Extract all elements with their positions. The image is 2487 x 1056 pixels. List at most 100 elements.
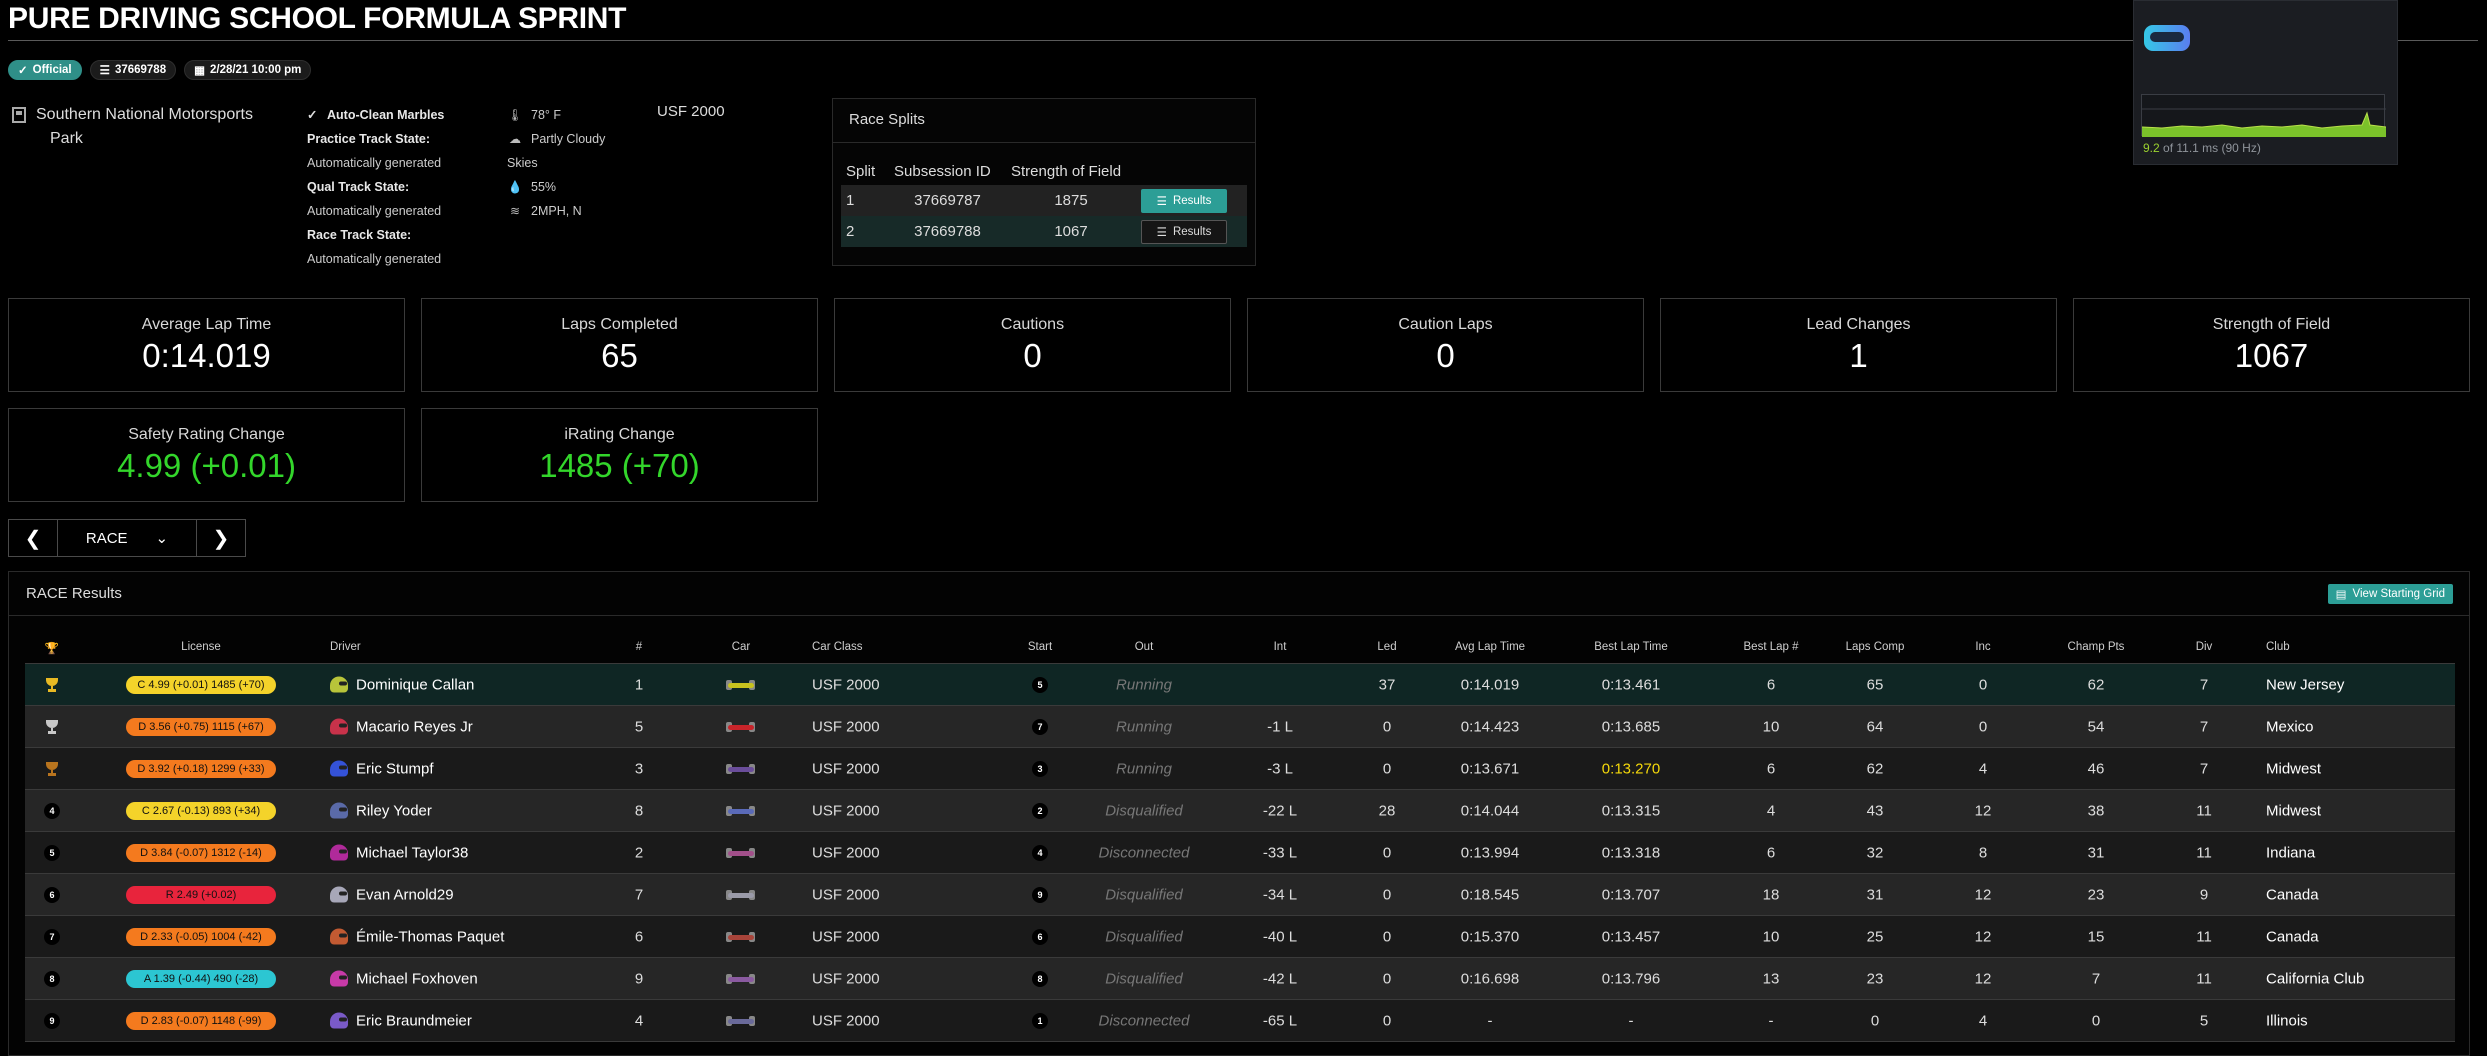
avg-lap-time: 0:14.423 (1460, 718, 1520, 735)
col-car-class[interactable]: Car Class (812, 641, 863, 653)
subsession-badge: ☰ 37669788 (89, 60, 177, 80)
table-row[interactable]: 7 D 2.33 (-0.05) 1004 (-42) Émile-Thomas… (25, 916, 2455, 958)
incidents: 12 (1974, 928, 1992, 945)
start-position: 5 (1032, 676, 1048, 693)
car-number: 7 (634, 886, 644, 903)
race-state-label: Race Track State: (307, 228, 412, 242)
col-start[interactable]: Start (1027, 641, 1053, 653)
car-number: 6 (634, 928, 644, 945)
driver-name[interactable]: Dominique Callan (356, 676, 475, 693)
col-avg-lap[interactable]: Avg Lap Time (1454, 641, 1526, 653)
col-laps-comp[interactable]: Laps Comp (1845, 641, 1905, 653)
col-car[interactable]: Car (731, 641, 751, 653)
table-row[interactable]: 9 D 2.83 (-0.07) 1148 (-99) Eric Braundm… (25, 1000, 2455, 1042)
results-panel: RACE Results ▤ View Starting Grid 🏆 Lice… (8, 571, 2470, 1056)
col-int[interactable]: Int (1273, 641, 1287, 653)
stat-laps-completed: Laps Completed 65 (421, 298, 818, 392)
driver-name[interactable]: Riley Yoder (356, 802, 432, 819)
session-navigator: ❮ RACE ⌄ ❯ (8, 519, 246, 557)
interval: -22 L (1262, 802, 1298, 819)
table-row[interactable]: 8 A 1.39 (-0.44) 490 (-28) Michael Foxho… (25, 958, 2455, 1000)
champ-points: 54 (2087, 718, 2105, 735)
view-starting-grid-button[interactable]: ▤ View Starting Grid (2327, 584, 2453, 604)
license-badge: C 4.99 (+0.01) 1485 (+70) (126, 675, 276, 694)
col-div[interactable]: Div (2195, 641, 2213, 653)
weather-info: 🌡 78° F ☁ Partly Cloudy Skies 💧 55% ≋ 2MPH, … (507, 103, 657, 223)
interval: -42 L (1262, 970, 1298, 987)
division: 11 (2196, 802, 2212, 819)
driver-name[interactable]: Eric Stumpf (356, 760, 434, 777)
start-position: 2 (1032, 802, 1048, 819)
next-session-button[interactable]: ❯ (197, 520, 245, 556)
trophy-icon: 🏆 (44, 643, 60, 655)
driver-name[interactable]: Eric Braundmeier (356, 1012, 472, 1029)
session-select[interactable]: RACE ⌄ (57, 520, 197, 556)
car-icon (724, 931, 758, 942)
results-title: RACE Results (26, 585, 122, 602)
table-row[interactable]: 4 C 2.67 (-0.13) 893 (+34) Riley Yoder 8… (25, 790, 2455, 832)
car-class: USF 2000 (812, 970, 880, 987)
car-class: USF 2000 (812, 1012, 880, 1029)
laps-completed: 64 (1866, 718, 1884, 735)
col-champ-pts[interactable]: Champ Pts (2067, 641, 2125, 653)
driver-name[interactable]: Michael Taylor38 (356, 844, 469, 861)
previous-session-button[interactable]: ❮ (9, 520, 57, 556)
stat-label: Lead Changes (1806, 316, 1911, 333)
driver-name[interactable]: Evan Arnold29 (356, 886, 454, 903)
table-row[interactable]: C 4.99 (+0.01) 1485 (+70) Dominique Call… (25, 664, 2455, 706)
laps-completed: 62 (1866, 760, 1884, 777)
start-position: 3 (1032, 760, 1048, 777)
club: Canada (2266, 886, 2319, 903)
split-number: 2 (841, 216, 889, 247)
avg-lap-time: 0:13.671 (1460, 760, 1520, 777)
best-lap-number: 4 (1766, 802, 1776, 819)
avg-lap-time: - (1487, 1012, 1493, 1029)
avg-lap-time: 0:14.019 (1460, 676, 1520, 693)
helmet-icon (330, 844, 348, 861)
race-splits-table: Split Subsession ID Strength of Field 1 … (841, 157, 1247, 247)
table-row[interactable]: D 3.92 (+0.18) 1299 (+33) Eric Stumpf 3 … (25, 748, 2455, 790)
col-inc[interactable]: Inc (1975, 641, 1991, 653)
sof-header: Strength of Field (1011, 162, 1122, 180)
humidity: 55% (531, 180, 557, 194)
col-best-lap[interactable]: Best Lap Time (1594, 641, 1668, 653)
champ-points: 31 (2087, 844, 2105, 861)
stat-value: 0 (1436, 337, 1455, 374)
best-lap-time: 0:13.457 (1601, 928, 1661, 945)
table-row[interactable]: 6 R 2.49 (+0.02) Evan Arnold29 7 USF 200… (25, 874, 2455, 916)
driver-name[interactable]: Michael Foxhoven (356, 970, 478, 987)
race-state-value: Automatically generated (307, 252, 442, 266)
results-table-header: 🏆 License Driver # Car Car Class Start O… (25, 631, 2455, 664)
laps-led: 0 (1382, 1012, 1392, 1029)
car-icon (724, 763, 758, 774)
interval: -1 L (1267, 718, 1293, 735)
club: Canada (2266, 928, 2319, 945)
chevron-right-icon: ❯ (212, 527, 230, 550)
division: 7 (2199, 760, 2209, 777)
start-position: 1 (1032, 1012, 1048, 1029)
track-name-line1: Southern National Motorsports (36, 106, 253, 123)
col-led[interactable]: Led (1377, 641, 1397, 653)
results-table: 🏆 License Driver # Car Car Class Start O… (25, 631, 2455, 1042)
col-best-lap-num[interactable]: Best Lap # (1743, 641, 1799, 653)
start-position: 8 (1032, 970, 1048, 987)
driver-name[interactable]: Émile-Thomas Paquet (356, 928, 505, 945)
driver-name[interactable]: Macario Reyes Jr (356, 718, 473, 735)
stat-label: Average Lap Time (141, 316, 272, 333)
col-number[interactable]: # (635, 641, 643, 653)
split-results-button[interactable]: ☰ Results (1141, 219, 1227, 244)
start-position: 9 (1032, 886, 1048, 903)
results-rows: C 4.99 (+0.01) 1485 (+70) Dominique Call… (25, 664, 2455, 1042)
table-row[interactable]: D 3.56 (+0.75) 1115 (+67) Macario Reyes … (25, 706, 2455, 748)
col-out[interactable]: Out (1134, 641, 1154, 653)
table-row[interactable]: 5 D 3.84 (-0.07) 1312 (-14) Michael Tayl… (25, 832, 2455, 874)
col-license[interactable]: License (181, 641, 221, 653)
stat-cautions: Cautions 0 (834, 298, 1231, 392)
col-driver[interactable]: Driver (330, 641, 361, 653)
car-class: USF 2000 (812, 718, 880, 735)
finish-position: 7 (44, 928, 60, 945)
col-club[interactable]: Club (2266, 641, 2290, 653)
avg-lap-time: 0:18.545 (1460, 886, 1520, 903)
split-results-button[interactable]: ☰ Results (1141, 188, 1227, 213)
